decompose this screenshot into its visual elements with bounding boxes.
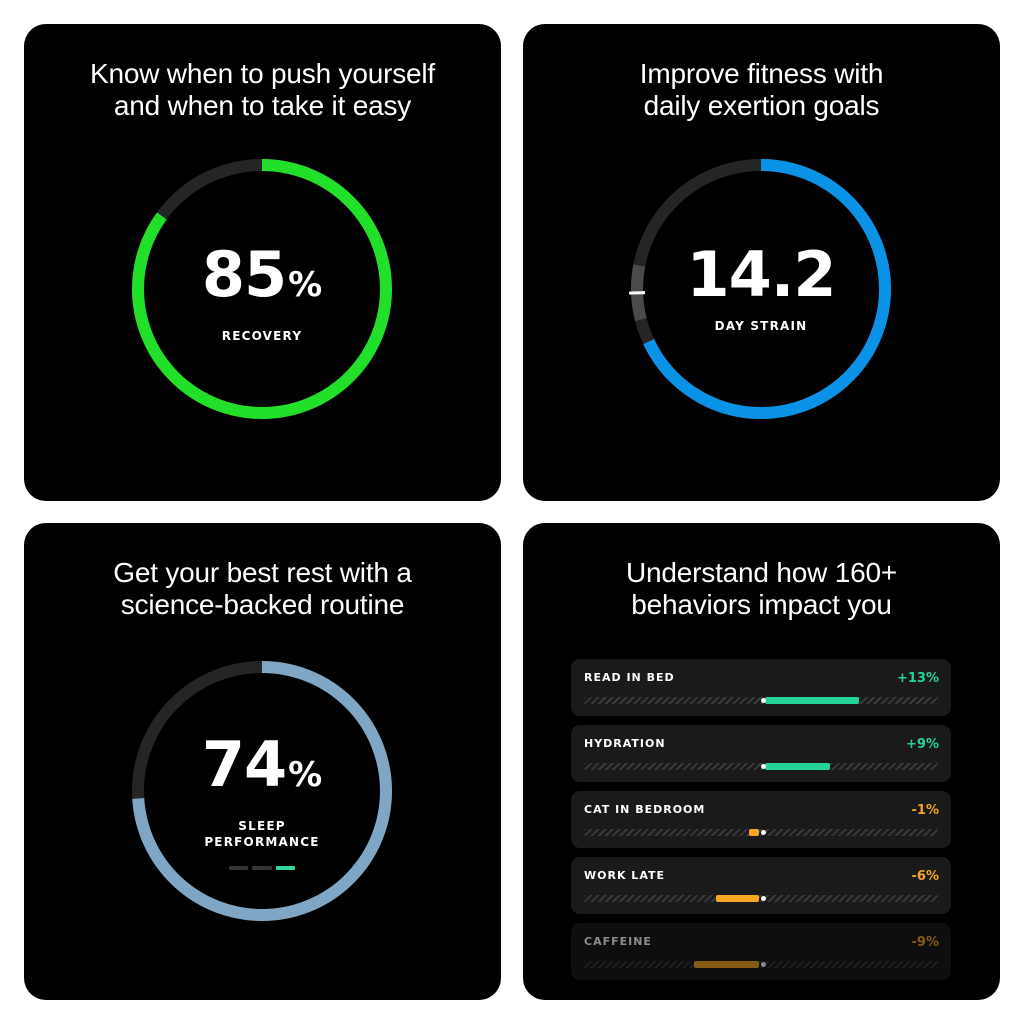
strain-value: 14.2 (686, 238, 837, 311)
sleep-number: 74 (201, 728, 287, 801)
behavior-impact-bar (715, 895, 759, 902)
behavior-name: READ IN BED (584, 671, 675, 684)
recovery-card: Know when to push yourself and when to t… (24, 24, 501, 501)
behavior-impact-bar (765, 697, 859, 704)
behavior-impact: -6% (911, 869, 939, 884)
sleep-headline-line-1: Get your best rest with a (113, 557, 412, 588)
recovery-number: 85 (201, 238, 287, 311)
behavior-impact: -1% (911, 803, 939, 818)
behavior-impact-bar (765, 763, 830, 770)
behavior-impact-track (583, 895, 939, 902)
behaviors-list: READ IN BED +13% HYDRATION +9% CAT IN BEDROO… (571, 659, 951, 989)
sleep-card: Get your best rest with a science-backed… (24, 523, 501, 1000)
behavior-impact-track (583, 697, 939, 704)
behaviors-headline-line-2: behaviors impact you (631, 589, 892, 620)
behavior-baseline-dot (761, 764, 766, 769)
recovery-readout: 85% RECOVERY (129, 244, 395, 344)
strain-target-marker (629, 291, 646, 295)
behavior-row[interactable]: CAFFEINE -9% (571, 923, 951, 980)
recovery-unit: % (288, 265, 323, 305)
sleep-ring-graphic (132, 661, 392, 921)
behavior-impact-bar (749, 829, 759, 836)
behavior-name: CAFFEINE (584, 935, 652, 948)
strain-headline-line-2: daily exertion goals (643, 90, 880, 121)
recovery-value: 85% (129, 244, 395, 316)
behavior-impact-track (583, 961, 939, 968)
behavior-baseline-dot (761, 830, 766, 835)
behaviors-headline-line-1: Understand how 160+ (626, 557, 897, 588)
strain-target-zone (631, 159, 891, 419)
behavior-row[interactable]: HYDRATION +9% (571, 725, 951, 782)
behavior-baseline-dot (761, 698, 766, 703)
sleep-label: SLEEP PERFORMANCE (129, 818, 395, 850)
behavior-impact: +13% (896, 671, 939, 686)
strain-headline-line-1: Improve fitness with (639, 58, 884, 89)
sleep-value: 74% (129, 734, 395, 806)
strain-ring: 14.2 DAY STRAIN (628, 156, 894, 422)
strain-ring-graphic (629, 159, 891, 419)
recovery-ring-progress (132, 159, 392, 419)
strain-ring-progress (631, 159, 891, 419)
behavior-row[interactable]: READ IN BED +13% (571, 659, 951, 716)
behavior-row[interactable]: WORK LATE -6% (571, 857, 951, 914)
strain-label: DAY STRAIN (714, 319, 808, 333)
sleep-label-line-2: PERFORMANCE (204, 835, 320, 849)
recovery-headline: Know when to push yourself and when to t… (24, 58, 501, 122)
recovery-headline-line-1: Know when to push yourself (89, 58, 435, 89)
recovery-headline-line-2: and when to take it easy (113, 90, 412, 121)
sleep-headline-line-2: science-backed routine (120, 589, 405, 620)
strain-card: Improve fitness with daily exertion goal… (523, 24, 1000, 501)
behavior-name: HYDRATION (584, 737, 666, 750)
behavior-impact-bar (694, 961, 759, 968)
behavior-row[interactable]: CAT IN BEDROOM -1% (571, 791, 951, 848)
behavior-name: WORK LATE (584, 869, 665, 882)
sleep-label-line-1: SLEEP (238, 819, 286, 833)
sleep-headline: Get your best rest with a science-backed… (24, 557, 501, 621)
strain-headline: Improve fitness with daily exertion goal… (523, 58, 1000, 122)
recovery-ring: 85% RECOVERY (129, 156, 395, 422)
behavior-impact: +9% (906, 737, 939, 752)
behavior-impact-track (583, 763, 939, 770)
behavior-baseline-dot (761, 896, 766, 901)
behavior-impact-track (583, 829, 939, 836)
stage-dot (229, 866, 249, 870)
recovery-label: RECOVERY (221, 329, 303, 343)
sleep-readout: 74% SLEEP PERFORMANCE (129, 734, 395, 870)
behavior-name: CAT IN BEDROOM (584, 803, 706, 816)
behavior-baseline-dot (761, 962, 766, 967)
behavior-impact: -9% (911, 935, 939, 950)
strain-readout: 14.2 DAY STRAIN (628, 244, 894, 334)
sleep-ring-progress (132, 661, 392, 921)
sleep-stage-indicator (229, 866, 295, 870)
stage-dot (275, 866, 295, 870)
sleep-ring: 74% SLEEP PERFORMANCE (129, 658, 395, 924)
stage-dot (252, 866, 272, 870)
sleep-unit: % (288, 755, 323, 795)
behaviors-headline: Understand how 160+ behaviors impact you (523, 557, 1000, 621)
behaviors-card: Understand how 160+ behaviors impact you… (523, 523, 1000, 1000)
recovery-ring-graphic (132, 159, 392, 419)
